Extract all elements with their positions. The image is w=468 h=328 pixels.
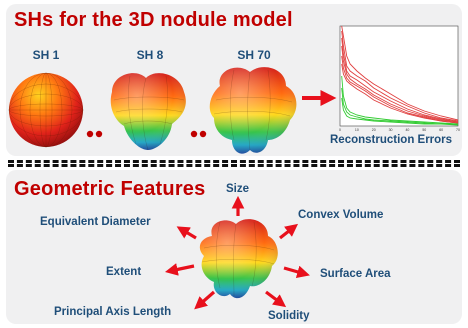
error-curve-9: [341, 97, 459, 126]
dashed-divider-upper: [8, 160, 460, 163]
x-tick-label: 10: [355, 128, 359, 132]
sh70-label: SH 70: [237, 48, 271, 62]
sh1-label: SH 1: [32, 48, 60, 62]
arrow-solidity: [265, 290, 287, 308]
sh70-shape: [209, 67, 297, 154]
sh1-sphere: [8, 72, 84, 148]
error-curve-2: [341, 30, 459, 122]
feature-principal-axis-length: Principal Axis Length: [54, 306, 172, 318]
x-tick-label: 30: [389, 128, 393, 132]
arrow-surface-area: [283, 265, 310, 279]
sh8-label: SH 8: [136, 48, 164, 62]
error-curve-7: [341, 75, 459, 125]
error-curve-5: [341, 55, 459, 124]
x-tick-label: 0: [339, 128, 341, 132]
features-section-title: Geometric Features: [14, 178, 206, 200]
feature-size: Size: [226, 183, 250, 195]
chart-caption: Reconstruction Errors: [330, 134, 453, 146]
feature-solidity: Solidity: [268, 310, 310, 322]
nodule-shape: [199, 219, 278, 299]
arrow-principal-axis-length: [194, 290, 216, 310]
arrow-extent: [164, 263, 195, 276]
error-curve-3: [341, 37, 459, 123]
error-curve-6: [341, 63, 459, 124]
feature-convex-volume: Convex Volume: [298, 209, 384, 221]
x-tick-label: 70: [456, 128, 460, 132]
sh-section-title: SHs for the 3D nodule model: [14, 9, 293, 31]
feature-surface-area: Surface Area: [320, 268, 391, 280]
feature-extent: Extent: [106, 266, 142, 278]
error-curve-4: [341, 45, 459, 123]
arrow-equivalent-diameter: [176, 226, 197, 240]
ellipsis-dots-1: [86, 130, 103, 138]
feature-equivalent-diameter: Equivalent Diameter: [40, 216, 151, 228]
error-curve-1: [341, 25, 459, 121]
dashed-divider-lower: [8, 164, 460, 167]
ellipsis-dots-2: [190, 130, 207, 138]
x-tick-label: 50: [422, 128, 426, 132]
x-tick-label: 20: [372, 128, 376, 132]
error-curve-8: [341, 87, 458, 125]
arrow-convex-volume: [279, 223, 299, 240]
sh8-shape: [110, 73, 186, 151]
reconstruction-error-chart: 0 10 20 30 40 50 60 70: [339, 25, 460, 132]
x-tick-label: 40: [405, 128, 409, 132]
x-tick-label: 60: [439, 128, 443, 132]
